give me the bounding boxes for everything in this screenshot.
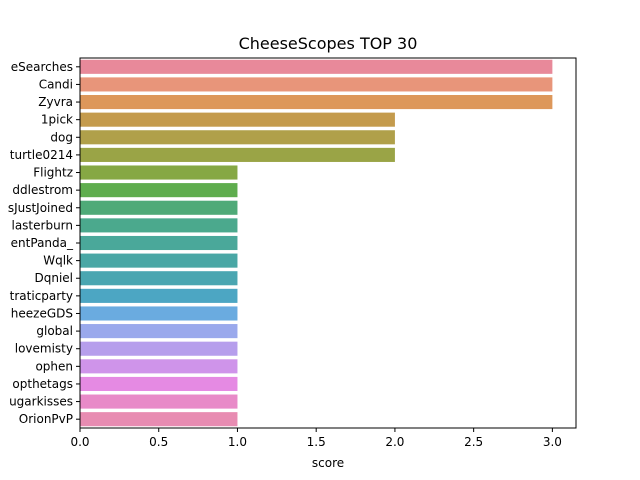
x-tick-label-5: 2.5 [464,435,483,449]
bar-11 [80,253,238,268]
y-tick-label-8: sJustJoined [8,201,73,215]
x-axis-label: score [312,456,344,470]
x-tick-label-3: 1.5 [307,435,326,449]
bar-7 [80,183,238,198]
bar-6 [80,165,238,180]
y-tick-label-13: traticparty [10,289,73,303]
x-tick-label-0: 0.0 [70,435,89,449]
y-tick-label-9: lasterburn [11,218,73,232]
y-tick-label-7: ddlestrom [12,183,73,197]
bar-16 [80,341,238,356]
y-tick-label-14: heezeGDS [11,306,73,320]
axes-frame [79,57,577,429]
bar-13 [80,288,238,303]
y-tick-label-10: entPanda_ [11,236,74,250]
y-tick-label-12: Dqniel [34,271,73,285]
y-tick-label-6: Flightz [33,166,73,180]
y-tick-labels: eSearches Candi Zyvra 1pick dog turtle0214 Fli… [8,60,80,426]
x-tick-label-4: 2.0 [385,435,404,449]
y-tick-label-20: OrionPvP [19,412,73,426]
x-tick-label-1: 0.5 [149,435,168,449]
y-tick-label-4: dog [50,130,73,144]
chart-title: CheeseScopes TOP 30 [239,34,418,53]
bars-group [80,59,553,427]
bar-5 [80,147,395,162]
bar-18 [80,376,238,391]
bar-4 [80,130,395,145]
x-tick-label-6: 3.0 [543,435,562,449]
y-tick-label-17: ophen [35,359,73,373]
y-tick-label-18: opthetags [12,377,73,391]
bar-10 [80,235,238,251]
bar-0 [80,59,553,74]
bar-14 [80,306,238,321]
bar-20 [80,412,238,427]
x-tick-label-2: 1.0 [228,435,247,449]
y-tick-label-15: global [36,324,73,338]
y-tick-label-19: ugarkisses [9,395,73,409]
bar-9 [80,218,238,233]
bar-2 [80,95,553,110]
y-tick-label-5: turtle0214 [10,148,73,162]
bar-12 [80,271,238,286]
y-tick-label-11: Wqlk [43,254,73,268]
bar-17 [80,359,238,374]
y-tick-label-2: Zyvra [38,95,73,109]
y-tick-label-1: Candi [39,77,73,91]
x-axis-ticks: 0.0 0.5 1.0 1.5 2.0 2.5 3.0 [70,428,562,449]
bar-15 [80,324,238,339]
y-tick-label-0: eSearches [11,60,73,74]
bar-3 [80,112,395,127]
y-tick-label-3: 1pick [41,113,73,127]
y-tick-label-16: lovemisty [15,342,73,356]
bar-8 [80,200,238,215]
bar-1 [80,77,553,92]
bar-19 [80,394,238,409]
